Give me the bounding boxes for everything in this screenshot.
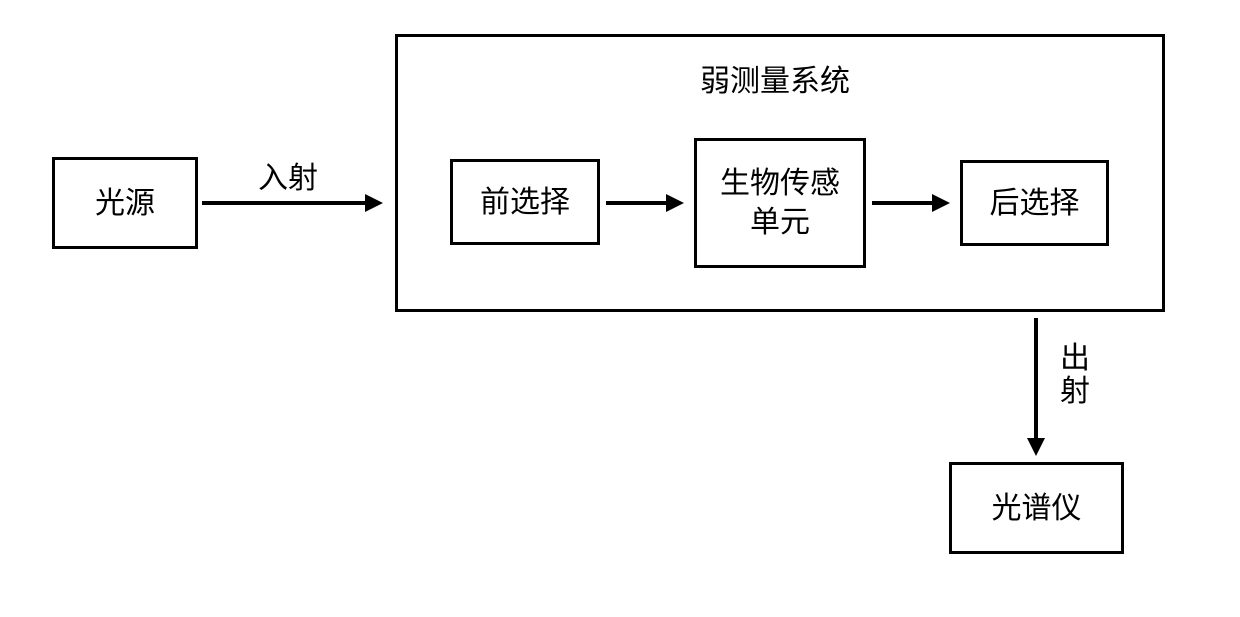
arrow-exit: [1021, 316, 1051, 466]
bio-sensor-label: 生物传感单元: [697, 164, 863, 242]
exit-label: 出射: [1060, 342, 1090, 408]
post-select-box: 后选择: [960, 160, 1109, 246]
system-title: 弱测量系统: [700, 56, 850, 100]
spectrometer-box: 光谱仪: [949, 462, 1124, 554]
light-source-label: 光源: [95, 184, 155, 223]
incident-label: 入射: [258, 153, 318, 197]
post-select-label: 后选择: [990, 184, 1080, 223]
pre-select-label: 前选择: [480, 183, 570, 222]
spectrometer-label: 光谱仪: [992, 489, 1082, 528]
bio-sensor-box: 生物传感单元: [694, 138, 866, 268]
light-source-box: 光源: [52, 157, 198, 249]
arrow-bio-to-post: [870, 188, 960, 218]
bio-sensor-line1: 生物传感单元: [720, 167, 840, 239]
arrow-pre-to-bio: [604, 188, 694, 218]
pre-select-box: 前选择: [450, 159, 600, 245]
